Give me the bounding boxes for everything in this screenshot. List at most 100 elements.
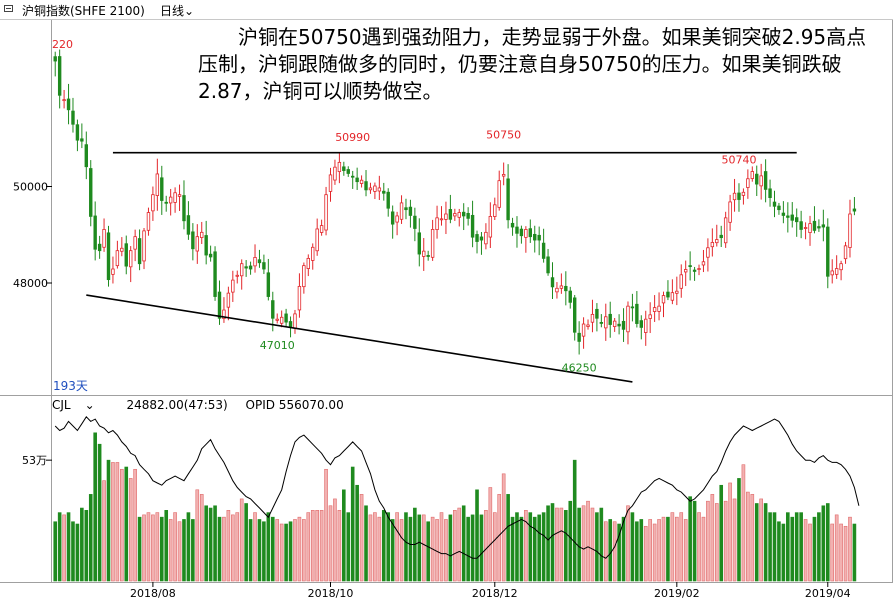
volume-bar — [492, 512, 497, 582]
candle-body — [626, 305, 630, 333]
volume-bar — [825, 503, 830, 582]
x-tick-label: 2019/02 — [654, 587, 700, 600]
volume-bar — [657, 519, 661, 582]
volume-bar — [843, 525, 848, 582]
candle-body — [444, 213, 448, 220]
volume-bar — [319, 510, 324, 582]
candle-body — [222, 309, 226, 319]
candle-body — [262, 262, 266, 270]
candle-body — [53, 56, 57, 62]
volume-bar — [342, 489, 346, 582]
candle-body — [688, 265, 692, 268]
volume-bar — [746, 491, 750, 582]
volume-bar — [728, 482, 732, 582]
volume-bar — [519, 516, 524, 582]
volume-bar — [381, 510, 386, 582]
volume-bar — [257, 519, 262, 582]
candle-body — [839, 263, 843, 271]
volume-bar — [373, 512, 377, 582]
candle-body — [62, 99, 66, 102]
candle-body — [684, 269, 688, 273]
volume-bar — [204, 505, 208, 582]
volume-bar — [555, 507, 559, 582]
candle-body — [755, 173, 759, 185]
candle-body — [235, 274, 239, 277]
candle-body — [786, 215, 790, 218]
candle-body — [772, 201, 777, 207]
candle-body — [288, 321, 293, 328]
volume-bar — [461, 505, 466, 582]
candle-body — [715, 239, 719, 244]
candle-body — [115, 250, 120, 267]
volume-bar — [293, 519, 297, 582]
candle-body — [781, 212, 786, 216]
candle-body — [333, 166, 337, 181]
candle-body — [652, 307, 657, 312]
candle-body — [311, 246, 315, 261]
candle-body — [182, 195, 186, 222]
candle-body — [706, 247, 710, 258]
candle-body — [852, 208, 857, 212]
volume-bar — [608, 519, 613, 582]
volume-bar — [648, 519, 652, 582]
candle-body — [541, 242, 546, 259]
candle-body — [617, 323, 621, 327]
candle-body — [581, 323, 586, 337]
candle-body — [84, 144, 88, 168]
chart-menu-icon[interactable] — [4, 5, 13, 12]
volume-bar — [821, 505, 826, 582]
volume-bar — [359, 494, 364, 582]
candle-body — [697, 268, 701, 270]
candle-body — [524, 229, 528, 238]
volume-bar — [497, 494, 502, 582]
volume-bar — [830, 523, 835, 582]
volume-bar — [151, 514, 155, 582]
volume-bar — [168, 519, 173, 582]
volume-bar — [848, 516, 852, 582]
instrument-title[interactable]: 沪铜指数(SHFE 2100) — [22, 4, 145, 18]
volume-bar — [377, 516, 382, 582]
volume-bar — [675, 516, 679, 582]
volume-bar — [146, 512, 151, 582]
candle-body — [519, 228, 524, 237]
volume-bar — [666, 516, 670, 582]
volume-bar — [426, 521, 430, 582]
volume-bar — [484, 510, 488, 582]
volume-bar — [164, 510, 169, 582]
candle-body — [728, 201, 732, 223]
volume-bar — [57, 512, 62, 582]
volume-bar — [750, 494, 755, 582]
candle-body — [812, 220, 817, 231]
chevron-down-icon: ⌄ — [84, 398, 95, 412]
volume-bar — [395, 512, 399, 582]
candle-body — [120, 247, 124, 252]
candle-body — [466, 213, 470, 219]
volume-bar — [799, 512, 803, 582]
volume-bar — [772, 512, 777, 582]
volume-bar — [177, 521, 182, 582]
candle-body — [599, 322, 604, 324]
volume-bar — [537, 514, 541, 582]
candle-body — [644, 318, 648, 333]
candle-body — [648, 314, 652, 319]
candle-body — [160, 177, 164, 201]
candle-body — [723, 217, 728, 244]
volume-bar — [550, 503, 555, 582]
candle-body — [133, 236, 137, 250]
volume-bar — [581, 505, 586, 582]
candle-body — [750, 171, 754, 179]
volume-bar — [408, 516, 413, 582]
x-tick-label: 2019/04 — [805, 587, 851, 600]
indicator-selector[interactable]: CJL ⌄ — [52, 398, 109, 412]
period-selector[interactable]: 日线⌄ — [160, 2, 194, 19]
candle-body — [146, 212, 151, 231]
candle-body — [843, 245, 848, 260]
candle-body — [75, 124, 80, 141]
volume-tick-label: 53万 — [22, 454, 47, 467]
volume-bar — [253, 512, 257, 582]
volume-bar — [297, 516, 302, 582]
volume-bar — [586, 500, 590, 582]
x-tick-label: 2018/12 — [472, 587, 518, 600]
peak-label: 50990 — [335, 131, 370, 144]
